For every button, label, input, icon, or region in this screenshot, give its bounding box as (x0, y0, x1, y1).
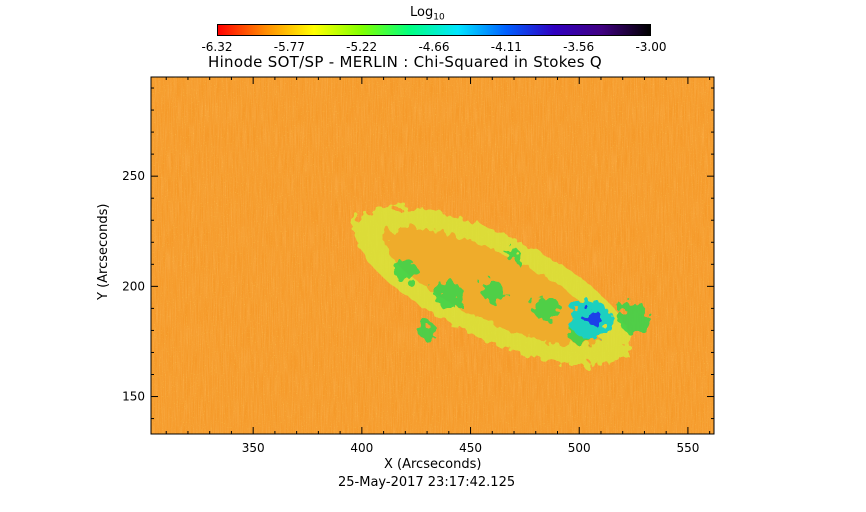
y-axis: 150 200 250 (122, 87, 714, 420)
x-tick-label: 400 (350, 441, 373, 455)
x-tick-label: 500 (568, 441, 591, 455)
colorbar-tick-label: -3.56 (563, 40, 595, 54)
colorbar-tick-label: -5.22 (346, 40, 378, 54)
green-patch (507, 248, 522, 263)
colorbar-tick-label: -3.00 (635, 40, 667, 54)
green-patch (393, 258, 418, 283)
colorbar-tick-label: -4.66 (418, 40, 450, 54)
x-tick-label: 450 (459, 441, 482, 455)
y-tick-label: 250 (122, 169, 145, 183)
y-axis-label: Y (Arcseconds) (96, 203, 111, 300)
colorbar-label: Log10 (410, 5, 445, 23)
heatmap-image (151, 77, 714, 434)
x-axis-label: X (Arcseconds) (384, 457, 482, 472)
colorbar-tick-label: -6.32 (201, 40, 233, 54)
y-tick-label: 150 (122, 390, 145, 404)
x-tick-label: 350 (242, 441, 265, 455)
green-patch (434, 281, 463, 310)
colorbar-tick-label: -5.77 (273, 40, 305, 54)
x-axis: 350 400 450 500 550 (165, 77, 711, 455)
chart-title: Hinode SOT/SP - MERLIN : Chi-Squared in … (208, 53, 602, 71)
x-tick-label: 550 (676, 441, 699, 455)
plot-frame (150, 76, 715, 435)
green-patch (418, 321, 437, 340)
green-patch (617, 301, 650, 334)
green-patch (481, 279, 504, 302)
green-patch (533, 295, 560, 322)
timestamp: 25-May-2017 23:17:42.125 (338, 475, 516, 490)
colorbar (217, 24, 651, 36)
colorbar-tick-label: -4.11 (490, 40, 522, 54)
y-tick-label: 200 (122, 279, 145, 293)
blue-core (583, 309, 602, 326)
active-region (354, 207, 650, 366)
